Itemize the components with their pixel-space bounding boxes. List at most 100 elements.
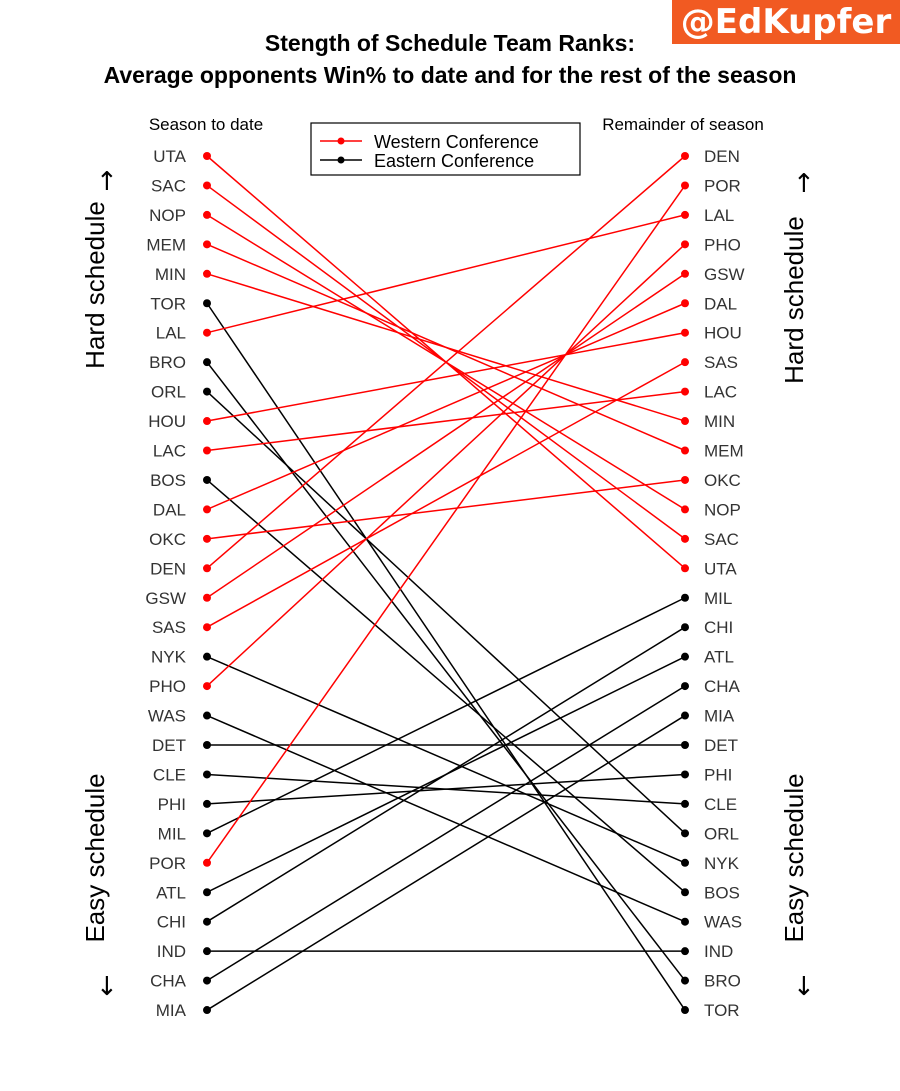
left-team-dot (203, 505, 211, 514)
left-team-label: BRO (149, 353, 186, 372)
slope-line-lac (206, 390, 686, 452)
right-team-label: UTA (704, 559, 737, 578)
left-team-label: MIA (156, 1001, 187, 1020)
right-team-label: HOU (704, 324, 742, 343)
slope-line-cha (206, 685, 686, 982)
right-team-label: TOR (704, 1001, 740, 1020)
slope-line-sas (206, 361, 686, 628)
right-team-label: OKC (704, 471, 741, 490)
left-team-label: SAS (152, 618, 186, 637)
slope-line-orl (206, 391, 686, 834)
side-label-left-hard: Hard schedule (80, 201, 110, 369)
left-team-dot (203, 652, 211, 661)
right-team-label: MIL (704, 589, 732, 608)
left-team-dot (203, 446, 211, 455)
arrow-down-right: ↓ (793, 972, 815, 1002)
left-team-label: CHI (157, 913, 186, 932)
left-team-dot (203, 269, 211, 278)
side-label-left-easy: Easy schedule (80, 773, 110, 942)
right-team-dot (681, 181, 689, 190)
side-label-right-easy: Easy schedule (779, 773, 809, 942)
slope-line-nyk (206, 655, 686, 864)
left-team-dot (203, 888, 211, 897)
left-team-label: CLE (153, 765, 186, 784)
left-team-label: IND (157, 942, 186, 961)
right-team-dot (681, 240, 689, 249)
side-label-left-hard-text: Hard schedule (80, 201, 110, 369)
left-team-label: CHA (150, 972, 187, 991)
left-column: UTA SAC NOP MEM MIN TOR LAL BRO ORL HOU LAC BOS DAL O… (145, 147, 211, 1020)
right-team-dot (681, 299, 689, 308)
right-team-dot (681, 210, 689, 219)
left-team-dot (203, 299, 211, 308)
slope-line-por (206, 185, 686, 864)
slope-line-lal (206, 214, 686, 334)
arrow-down-left: ↓ (96, 972, 118, 1002)
right-team-dot (681, 799, 689, 808)
right-team-dot (681, 269, 689, 278)
right-team-dot (681, 976, 689, 985)
right-team-label: IND (704, 942, 733, 961)
right-team-label: DAL (704, 294, 737, 313)
left-team-dot (203, 181, 211, 190)
right-team-dot (681, 682, 689, 691)
left-team-dot (203, 564, 211, 573)
left-team-label: MIL (158, 824, 186, 843)
right-team-label: LAC (704, 383, 737, 402)
right-team-label: GSW (704, 265, 745, 284)
left-team-label: DET (152, 736, 186, 755)
right-team-dot (681, 387, 689, 396)
left-team-label: SAC (151, 176, 186, 195)
legend-west-label: Western Conference (374, 132, 539, 152)
right-team-label: NYK (704, 854, 740, 873)
left-team-label: PHO (149, 677, 186, 696)
right-team-dot (681, 505, 689, 514)
left-team-label: HOU (148, 412, 186, 431)
right-team-dot (681, 623, 689, 632)
right-team-dot (681, 741, 689, 749)
side-label-left-easy-text: Easy schedule (80, 773, 110, 942)
right-team-label: PHI (704, 765, 732, 784)
slope-line-phi (206, 773, 686, 805)
left-team-dot (203, 858, 211, 867)
right-team-dot (681, 829, 689, 838)
slope-line-mia (206, 714, 686, 1011)
left-team-label: ATL (156, 883, 186, 902)
right-team-dot (681, 152, 689, 160)
right-team-dot (681, 534, 689, 543)
legend-box (310, 122, 581, 176)
left-team-label: DEN (150, 559, 186, 578)
left-team-label: TOR (150, 294, 186, 313)
left-team-label: LAL (156, 324, 186, 343)
left-team-label: PHI (158, 795, 186, 814)
slope-line-bos (206, 479, 686, 893)
right-team-dot (681, 475, 689, 484)
left-team-label: MEM (146, 235, 186, 254)
slope-line-chi (206, 626, 686, 923)
right-team-dot (681, 358, 689, 367)
right-team-dot (681, 328, 689, 337)
right-team-dot (681, 564, 689, 573)
right-team-label: SAC (704, 530, 739, 549)
right-team-dot (681, 947, 689, 956)
author-badge: @EdKupfer (672, 0, 900, 44)
left-team-label: POR (149, 854, 186, 873)
left-team-label: UTA (153, 147, 186, 166)
legend: Western Conference Eastern Conference (310, 122, 581, 176)
left-team-label: NOP (149, 206, 186, 225)
arrow-up-left: ↑ (96, 167, 118, 197)
left-team-dot (203, 947, 211, 956)
left-team-dot (203, 770, 211, 779)
left-team-dot (203, 328, 211, 337)
left-team-label: LAC (153, 442, 186, 461)
left-team-label: MIN (155, 265, 186, 284)
right-team-dot (681, 888, 689, 897)
slope-lines (206, 155, 686, 1011)
slope-line-min (206, 273, 686, 422)
left-team-dot (203, 475, 211, 484)
right-team-label: MEM (704, 442, 744, 461)
left-team-label: GSW (145, 589, 186, 608)
left-team-dot (203, 623, 211, 632)
arrow-up-right: ↑ (793, 169, 815, 199)
right-team-label: CHI (704, 618, 733, 637)
